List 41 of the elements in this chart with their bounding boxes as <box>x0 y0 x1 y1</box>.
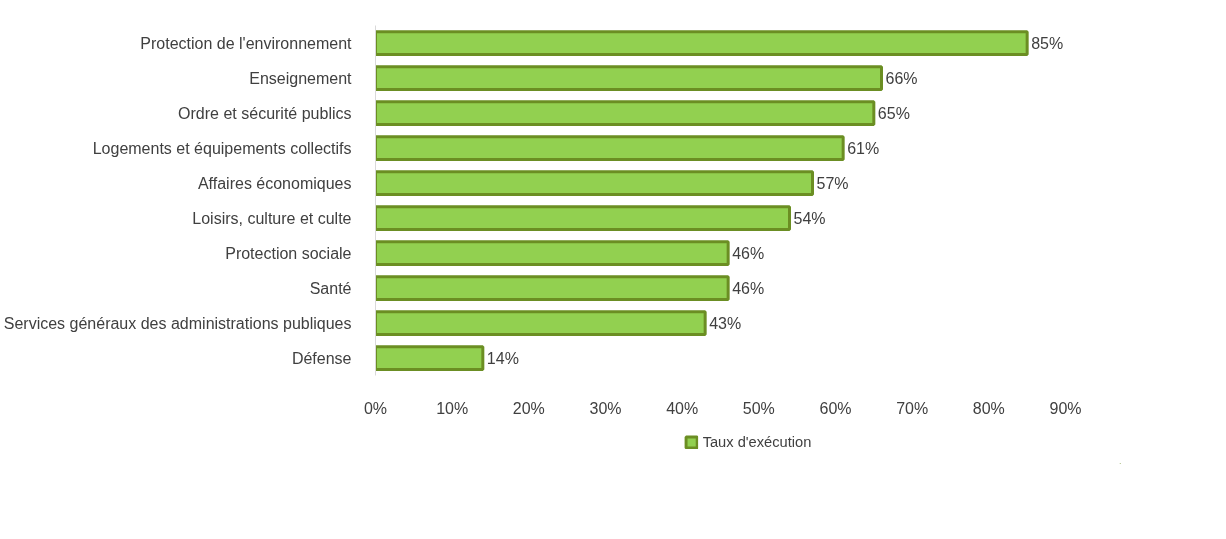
bar <box>375 30 1029 56</box>
data-label: 61% <box>847 139 880 157</box>
x-tick-label: 70% <box>896 399 929 417</box>
data-label: 14% <box>486 349 519 367</box>
y-tick-label: Protection sociale <box>225 244 352 262</box>
y-tick-label: Services généraux des administrations publiques <box>3 314 352 332</box>
y-tick-label: Protection de l'environnement <box>140 34 353 52</box>
y-tick-label: Enseignement <box>249 69 353 87</box>
x-tick-label: 20% <box>512 399 545 417</box>
y-tick-label: Loisirs, culture et culte <box>192 209 352 227</box>
bar <box>375 135 845 161</box>
data-label: 57% <box>816 174 849 192</box>
bar <box>375 65 883 91</box>
bar <box>375 345 485 371</box>
y-tick-label: Ordre et sécurité publics <box>178 104 352 122</box>
x-tick-label: 50% <box>742 399 775 417</box>
data-label: 43% <box>709 314 742 332</box>
x-tick-label: 60% <box>819 399 852 417</box>
y-tick-label: Défense <box>291 349 352 367</box>
bar <box>375 170 814 196</box>
data-label: 66% <box>885 69 918 87</box>
x-tick-label: 10% <box>436 399 469 417</box>
bar <box>375 240 730 266</box>
x-tick-label: 90% <box>1049 399 1082 417</box>
bar <box>375 310 707 336</box>
data-label: 85% <box>1031 34 1064 52</box>
bar <box>375 100 876 126</box>
x-tick-label: 40% <box>666 399 699 417</box>
data-label: 46% <box>732 279 765 297</box>
y-tick-label: Affaires économiques <box>197 174 352 192</box>
y-tick-label: Logements et équipements collectifs <box>92 139 352 157</box>
bar <box>375 275 730 301</box>
data-label: 46% <box>732 244 765 262</box>
bar <box>375 205 791 231</box>
y-tick-label: Santé <box>309 279 352 297</box>
x-tick-label: 30% <box>589 399 622 417</box>
x-tick-label: 80% <box>972 399 1005 417</box>
x-tick-label: 0% <box>363 399 388 417</box>
data-label: 65% <box>877 104 910 122</box>
legend-label: Taux d'exécution <box>702 433 812 450</box>
data-label: 54% <box>793 209 826 227</box>
